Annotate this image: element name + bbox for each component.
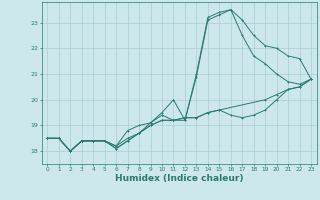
X-axis label: Humidex (Indice chaleur): Humidex (Indice chaleur) [115,174,244,183]
